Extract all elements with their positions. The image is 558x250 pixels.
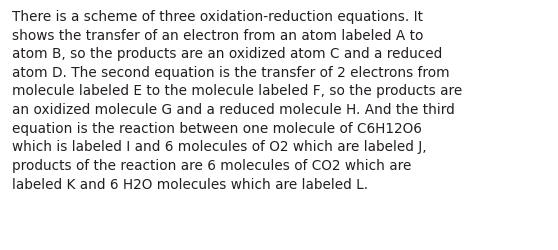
Text: There is a scheme of three oxidation-reduction equations. It
shows the transfer : There is a scheme of three oxidation-red… xyxy=(12,10,462,191)
